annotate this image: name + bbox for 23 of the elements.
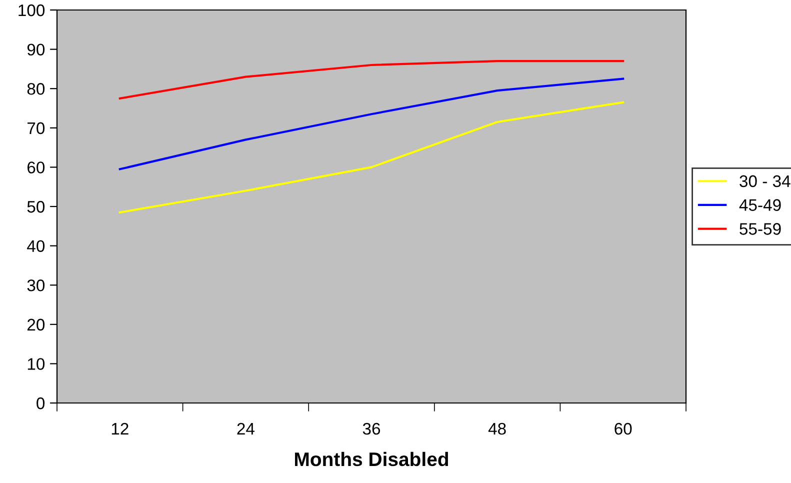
y-tick-label: 20: [27, 318, 45, 331]
x-axis-title: Months Disabled: [295, 452, 448, 466]
x-tick-label: 36: [362, 422, 380, 435]
y-tick-label: 30: [27, 280, 45, 292]
y-tick-label: 80: [27, 83, 45, 95]
y-tick-label: 60: [28, 162, 45, 174]
line-series: [118, 78, 624, 170]
x-tick-label: 48: [488, 422, 506, 435]
x-tick-label: 12: [112, 422, 128, 435]
y-tick-label: 70: [28, 122, 45, 134]
x-tick-label: 60: [614, 422, 632, 435]
legend-label: 30 - 34: [740, 175, 790, 188]
y-tick-label: 90: [27, 44, 45, 56]
y-tick-label: 10: [28, 358, 45, 370]
y-tick-label: 40: [27, 240, 45, 252]
y-tick-label: 50: [27, 200, 45, 213]
legend-label: 55-59: [740, 223, 781, 235]
x-tick-label: 24: [237, 422, 254, 435]
y-tick-label: 0: [36, 397, 45, 410]
line-series: [118, 101, 624, 214]
y-tick-label: 100: [18, 4, 45, 16]
legend-label: 45-49: [739, 199, 781, 211]
line-series: [118, 60, 624, 100]
